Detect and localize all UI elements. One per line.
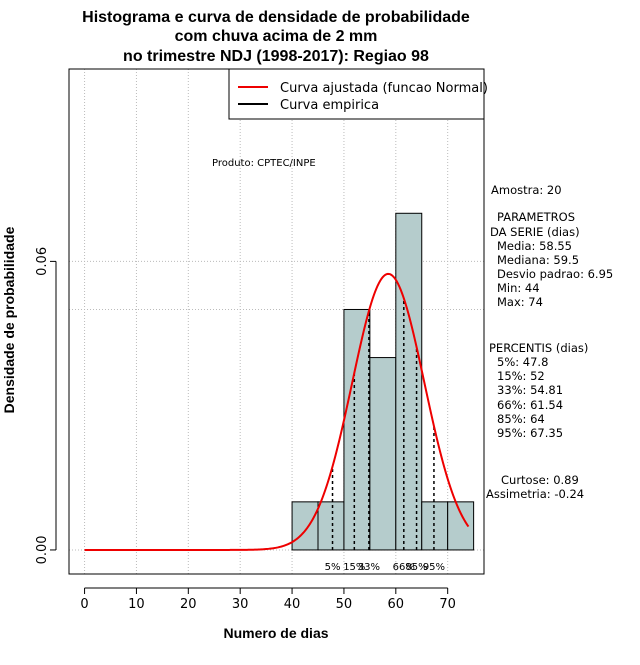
histogram-bars <box>291 212 475 551</box>
percentile-label-2: 33% <box>358 562 380 573</box>
x-tick-label-10: 10 <box>128 597 145 612</box>
y-tick-label-1: 0.06 <box>35 247 50 276</box>
histogram-bar-5 <box>421 501 449 551</box>
histogram-bar-4 <box>395 212 423 551</box>
stats-p5: 5%: 47.8 <box>497 355 548 369</box>
stats-block: Amostra: 20 PARAMETROS DA SERIE (dias) M… <box>486 183 613 501</box>
stats-median: Mediana: 59.5 <box>497 253 579 267</box>
histogram-bar-0 <box>291 501 319 551</box>
legend: Curva ajustada (funcao Normal) Curva emp… <box>228 68 488 120</box>
stats-mean: Media: 58.55 <box>497 239 572 253</box>
percentile-label-4: 85% <box>405 562 427 573</box>
stats-min: Min: 44 <box>497 281 540 295</box>
histogram-bar-1 <box>317 501 345 551</box>
stats-p95: 95%: 67.35 <box>497 426 563 440</box>
chart-title-line-1: Histograma e curva de densidade de proba… <box>82 9 470 26</box>
histogram-bar-6 <box>447 501 475 551</box>
x-axis-label: Numero de dias <box>223 625 328 641</box>
x-tick-label-70: 70 <box>439 597 456 612</box>
legend-box <box>228 68 485 120</box>
legend-label-empirical-curve: Curva empirica <box>280 98 379 113</box>
percentile-label-3: 66% <box>393 562 415 573</box>
chart-title-line-2: com chuva acima de 2 mm <box>175 28 378 45</box>
x-tick-label-20: 20 <box>180 597 197 612</box>
x-tick-label-40: 40 <box>284 597 301 612</box>
stats-params-title-2: DA SERIE (dias) <box>490 225 580 239</box>
stats-sample: Amostra: 20 <box>491 183 562 197</box>
stats-p33: 33%: 54.81 <box>497 383 563 397</box>
stats-p15: 15%: 52 <box>497 369 545 383</box>
stats-std-dev: Desvio padrao: 6.95 <box>497 267 613 281</box>
histogram-bar-3 <box>369 357 397 551</box>
stats-skewness: Assimetria: -0.24 <box>486 487 584 501</box>
percentile-label-5: 95% <box>423 562 445 573</box>
stats-p85: 85%: 64 <box>497 412 545 426</box>
x-tick-label-50: 50 <box>336 597 353 612</box>
stats-percentiles-title: PERCENTIS (dias) <box>489 341 588 355</box>
stats-params-title-1: PARAMETROS <box>497 210 575 224</box>
stats-p66: 66%: 61.54 <box>497 398 563 412</box>
percentile-lines: 5% 15%33% 66%85%95% <box>325 298 445 573</box>
percentile-label-1: 15% <box>343 562 365 573</box>
density-curves <box>84 272 470 551</box>
x-tick-label-30: 30 <box>232 597 249 612</box>
histogram-bar-2 <box>343 308 371 551</box>
percentile-label-0: 5% <box>325 562 341 573</box>
stats-kurtosis: Curtose: 0.89 <box>501 473 579 487</box>
y-axis-label: Densidade de probabilidade <box>1 226 17 413</box>
stats-max: Max: 74 <box>497 295 543 309</box>
axes: 0 10 20 30 40 50 60 70 0.00 0.06 <box>35 247 456 612</box>
x-tick-label-0: 0 <box>80 597 88 612</box>
x-tick-label-60: 60 <box>388 597 405 612</box>
chart-title-line-3: no trimestre NDJ (1998-2017): Regiao 98 <box>123 48 429 65</box>
fitted-normal-curve <box>84 272 470 551</box>
legend-label-fitted-curve: Curva ajustada (funcao Normal) <box>280 81 488 96</box>
y-tick-label-0: 0.00 <box>35 535 50 564</box>
product-label: Produto: CPTEC/INPE <box>212 158 316 169</box>
